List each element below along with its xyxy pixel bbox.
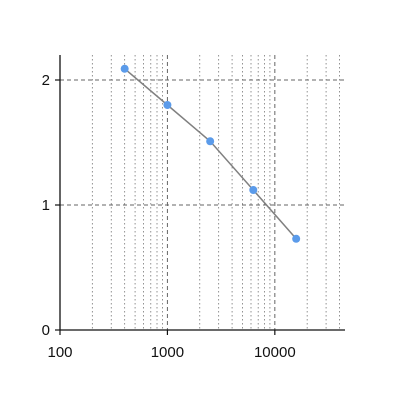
y-tick-label: 1 xyxy=(42,197,50,214)
y-tick-label: 2 xyxy=(42,72,50,89)
x-tick-label: 100 xyxy=(47,344,72,361)
x-tick-label: 1000 xyxy=(151,344,184,361)
data-point xyxy=(120,64,129,73)
grid xyxy=(60,55,345,330)
axes xyxy=(59,55,345,331)
x-tick-label: 10000 xyxy=(254,344,296,361)
tick-marks xyxy=(55,79,276,335)
data-point xyxy=(249,186,258,194)
data-point xyxy=(163,101,172,109)
series xyxy=(120,64,301,243)
y-tick-label: 0 xyxy=(42,322,50,339)
series-line xyxy=(124,68,297,240)
data-point xyxy=(206,137,215,146)
tick-labels: 100 1000 10000 0 1 2 xyxy=(42,72,296,361)
data-point xyxy=(292,234,301,243)
